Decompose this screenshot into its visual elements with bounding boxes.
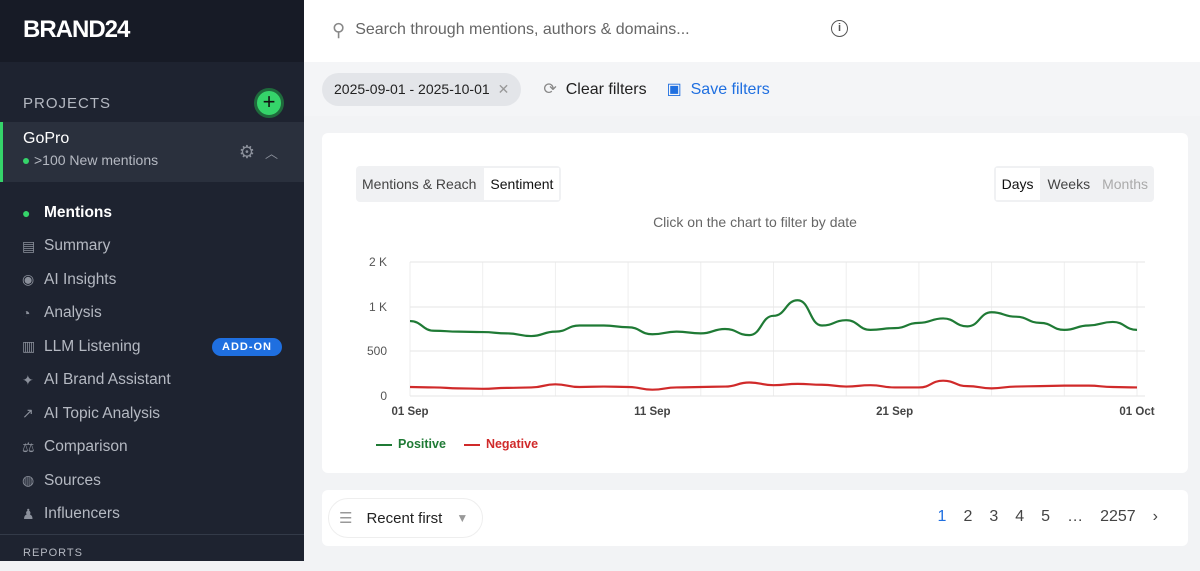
legend-positive[interactable]: Positive: [376, 437, 446, 451]
project-status: >100 New mentions: [34, 152, 159, 168]
add-on-badge[interactable]: ADD-ON: [212, 337, 282, 356]
status-dot-icon: [23, 158, 29, 165]
filter-bar: 2025-09-01 - 2025-10-01 ✕ ⟳ Clear filters…: [304, 62, 1200, 116]
save-filters-button[interactable]: ▣ Save filters: [667, 79, 770, 99]
top-bar: ⚲ Search through mentions, authors & doma…: [304, 0, 1200, 62]
gear-icon[interactable]: ⚙: [238, 142, 255, 162]
page-5[interactable]: 5: [1041, 508, 1051, 525]
tab-months: Months: [1102, 176, 1148, 192]
info-icon[interactable]: i: [831, 20, 848, 37]
refresh-icon: ⟳: [543, 81, 557, 98]
list-icon: ☰: [339, 510, 353, 527]
sidebar-item-ai-insights[interactable]: ◉ AI Insights: [0, 263, 304, 297]
sidebar-item-label: LLM Listening: [44, 337, 141, 355]
sort-dropdown[interactable]: ☰ Recent first ▼: [328, 498, 484, 538]
y-tick-label: 0: [380, 389, 387, 403]
date-range: 2025-09-01 - 2025-10-01: [334, 80, 490, 97]
sidebar-item-label: Influencers: [44, 505, 120, 523]
tab-days[interactable]: Days: [995, 168, 1040, 200]
y-tick-label: 2 K: [369, 255, 387, 269]
scale-icon: ⚖: [22, 438, 35, 455]
page-3[interactable]: 3: [989, 508, 999, 525]
sidebar-item-label: Summary: [44, 237, 111, 255]
floppy-icon: ▣: [666, 81, 682, 98]
sidebar-item-label: Analysis: [44, 304, 102, 322]
chart-card: 0 500 1 K 2 K 01 Sep 11 Sep 21 Sep 01 Oct Menti…: [322, 133, 1188, 473]
legend-negative[interactable]: Negative: [463, 437, 539, 451]
document-icon: ▤: [22, 237, 36, 254]
sidebar-item-ai-topic-analysis[interactable]: ↗ AI Topic Analysis: [0, 397, 304, 431]
tab-weeks[interactable]: Weeks: [1047, 176, 1091, 192]
sentiment-chart[interactable]: 0 500 1 K 2 K 01 Sep 11 Sep 21 Sep 01 Oct: [322, 133, 1188, 473]
chevron-up-icon[interactable]: ︿: [264, 146, 278, 161]
date-range-chip[interactable]: 2025-09-01 - 2025-10-01 ✕: [322, 72, 522, 106]
x-tick-label: 01 Sep: [391, 406, 428, 418]
search-placeholder: Search through mentions, authors & domai…: [355, 21, 690, 38]
tab-mentions-reach[interactable]: Mentions & Reach: [362, 176, 477, 192]
page-4[interactable]: 4: [1015, 508, 1025, 525]
series-line-positive[interactable]: [409, 299, 1138, 338]
sort-label: Recent first: [366, 509, 443, 527]
sidebar-item-label: AI Insights: [44, 270, 117, 288]
sidebar-item-analysis[interactable]: ◔ Analysis: [0, 297, 304, 331]
bar-chart-icon: ▥: [22, 338, 36, 355]
x-tick-label: 21 Sep: [876, 406, 913, 418]
add-project-button[interactable]: +: [254, 88, 284, 118]
legend-positive-label: Positive: [398, 437, 446, 451]
sidebar-item-label: Comparison: [44, 438, 128, 456]
line-chart-icon: ↗: [22, 405, 34, 422]
y-tick-label: 1 K: [369, 300, 387, 314]
page-2257[interactable]: 2257: [1100, 508, 1136, 525]
project-gopro[interactable]: GoPro >100 New mentions ⚙ ︿: [0, 122, 304, 182]
sidebar-item-mentions[interactable]: ● Mentions: [0, 196, 304, 230]
save-label: Save filters: [690, 81, 770, 98]
sidebar-item-label: Mentions: [44, 203, 113, 221]
tab-sentiment[interactable]: Sentiment: [484, 168, 560, 200]
sidebar-item-label: AI Brand Assistant: [44, 371, 171, 389]
page-2[interactable]: 2: [963, 508, 973, 525]
pie-chart-icon: ◔: [22, 305, 31, 322]
clear-label: Clear filters: [565, 81, 647, 98]
globe-icon: ◍: [22, 472, 35, 489]
chart-hint: Click on the chart to filter by date: [653, 214, 857, 230]
project-name: GoPro: [23, 130, 70, 147]
page-1[interactable]: 1: [937, 508, 947, 525]
caret-down-icon: ▼: [456, 511, 469, 525]
pagination-ellipsis: …: [1067, 508, 1084, 525]
search-input[interactable]: ⚲ Search through mentions, authors & doma…: [324, 12, 824, 48]
x-tick-label: 01 Oct: [1119, 406, 1154, 418]
person-icon: ♟: [22, 505, 35, 522]
sidebar-item-ai-brand-assistant[interactable]: ✦ AI Brand Assistant: [0, 364, 304, 398]
sidebar-item-sources[interactable]: ◍ Sources: [0, 464, 304, 498]
sidebar-item-comparison[interactable]: ⚖ Comparison: [0, 431, 304, 465]
close-icon[interactable]: ✕: [497, 80, 510, 97]
sidebar-item-llm-listening[interactable]: ▥ LLM Listening ADD-ON: [0, 330, 304, 364]
sidebar: BRAND24 PROJECTS + GoPro >100 New mention…: [0, 0, 304, 561]
projects-label: PROJECTS: [23, 94, 112, 112]
chat-icon: ●: [22, 204, 31, 221]
next-page-icon[interactable]: ›: [1152, 508, 1158, 525]
sidebar-item-label: AI Topic Analysis: [44, 404, 161, 422]
reports-label: REPORTS: [0, 534, 304, 571]
y-tick-label: 500: [367, 344, 387, 358]
results-toolbar: ☰ Recent first ▼ 1 2 3 4 5 … 2257 ›: [322, 490, 1188, 546]
search-icon: ⚲: [332, 19, 346, 40]
brand-logo[interactable]: BRAND24: [0, 0, 304, 62]
sidebar-item-label: Sources: [44, 471, 101, 489]
series-line-negative[interactable]: [409, 379, 1138, 391]
legend-negative-label: Negative: [485, 437, 539, 451]
sidebar-item-influencers[interactable]: ♟ Influencers: [0, 498, 304, 532]
search-insight-icon: ◉: [22, 271, 35, 288]
x-tick-label: 11 Sep: [634, 406, 670, 418]
clear-filters-button[interactable]: ⟳ Clear filters: [543, 79, 646, 99]
sidebar-item-summary[interactable]: ▤ Summary: [0, 230, 304, 264]
sparkle-icon: ✦: [22, 371, 34, 388]
